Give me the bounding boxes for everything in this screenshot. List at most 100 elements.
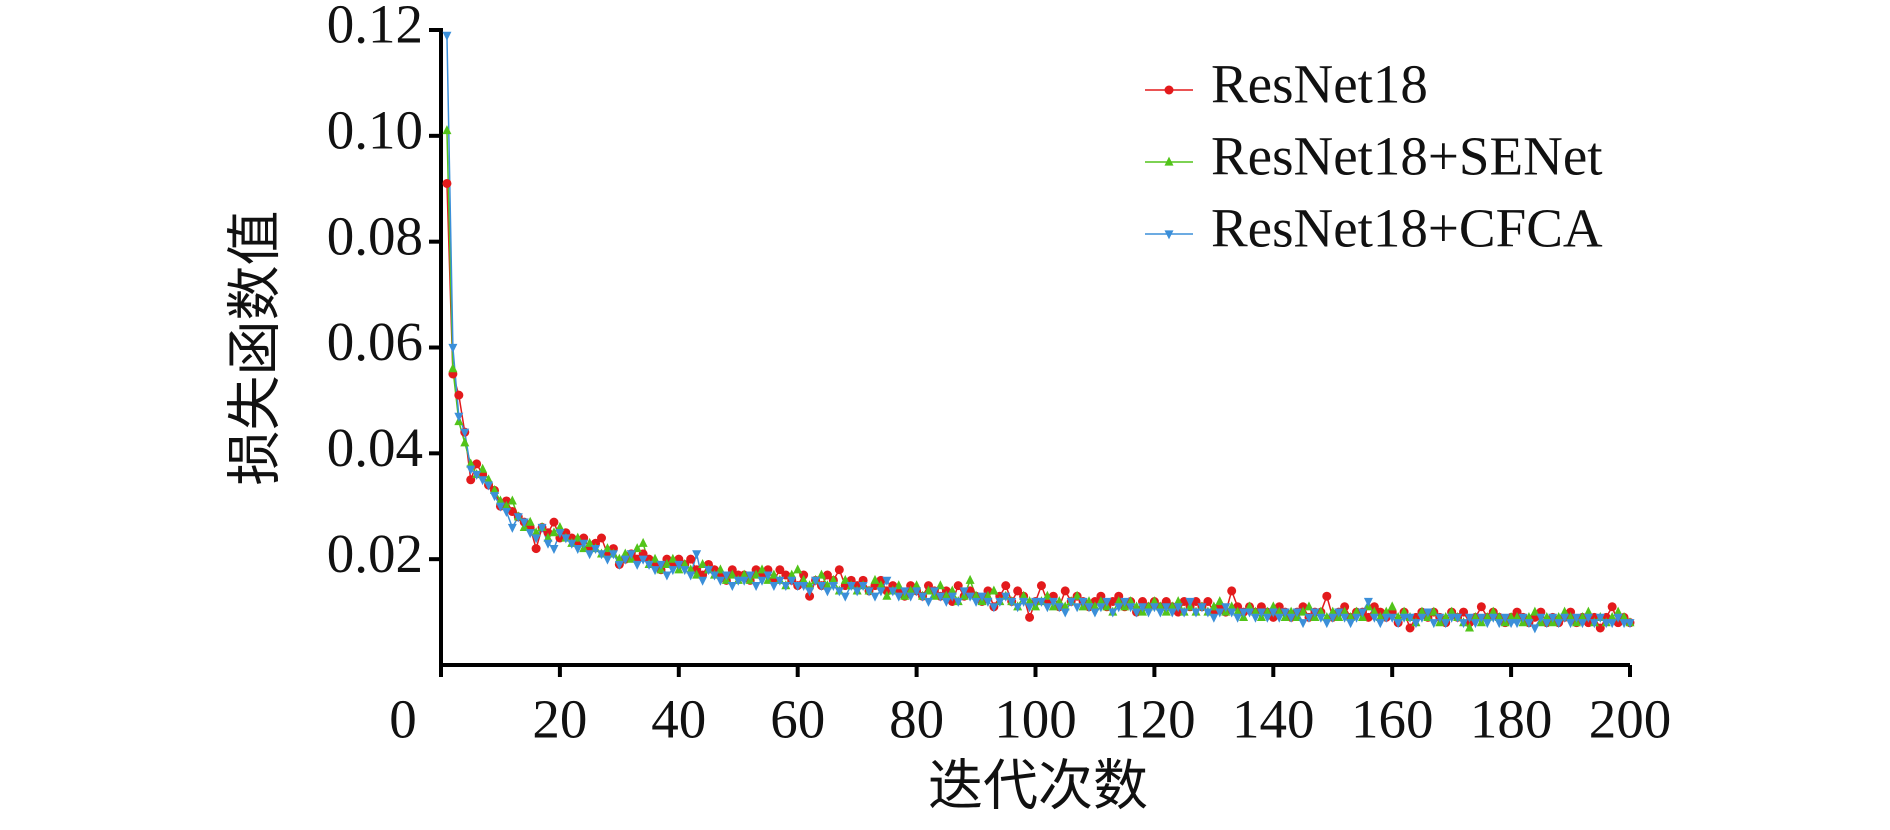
data-point (1607, 611, 1617, 621)
data-point (555, 529, 565, 539)
data-point (1304, 613, 1314, 623)
data-point (1470, 619, 1480, 629)
data-point (870, 592, 880, 602)
data-point (989, 585, 999, 595)
data-point (1084, 596, 1094, 606)
data-point (1619, 611, 1629, 621)
data-point (1054, 603, 1064, 613)
data-point (1560, 606, 1570, 616)
x-tick-label: 180 (1470, 689, 1553, 750)
data-point (501, 507, 511, 517)
data-point (460, 428, 470, 438)
data-point (1239, 608, 1249, 618)
data-point (799, 582, 809, 592)
data-point (573, 532, 583, 542)
data-point (1322, 591, 1332, 601)
data-point (1102, 597, 1112, 607)
data-point (531, 534, 541, 544)
data-point (828, 574, 838, 584)
data-point (912, 580, 922, 590)
data-point (1488, 613, 1498, 623)
y-axis-title: 损失函数值 (225, 210, 286, 485)
data-point (1167, 601, 1177, 611)
data-point (1013, 586, 1023, 596)
data-point (585, 537, 595, 547)
data-point (1352, 606, 1362, 616)
data-point (478, 476, 488, 486)
legend-text: ResNet18 (1211, 54, 1428, 115)
data-point (543, 532, 553, 542)
data-point (941, 597, 951, 607)
y-tick-label: 0.12 (327, 0, 423, 55)
y-tick-label: 0.02 (327, 523, 423, 584)
data-point (1274, 613, 1284, 623)
data-point (894, 580, 904, 590)
data-point (1132, 601, 1142, 611)
data-point (1453, 613, 1463, 623)
data-point (1405, 613, 1415, 623)
data-point (1566, 611, 1576, 621)
data-point (1096, 596, 1106, 606)
data-point (1441, 619, 1451, 629)
data-point (525, 529, 535, 539)
data-point (549, 527, 559, 537)
data-point (495, 502, 505, 512)
data-point (1381, 613, 1391, 623)
data-point (531, 544, 541, 554)
data-point (864, 587, 874, 597)
data-point (484, 474, 494, 484)
data-point (977, 592, 987, 602)
data-point (1078, 597, 1088, 607)
data-point (757, 564, 767, 574)
data-point (858, 582, 868, 592)
data-point (1595, 613, 1605, 623)
data-point (870, 574, 880, 584)
data-point (644, 560, 654, 570)
data-point (466, 458, 476, 468)
data-point (1250, 606, 1260, 616)
data-point (1096, 603, 1106, 613)
data-point (1482, 619, 1492, 629)
data-point (1411, 619, 1421, 629)
data-point (811, 576, 821, 586)
data-point (519, 518, 529, 528)
data-point (656, 560, 666, 570)
data-point (965, 574, 975, 584)
data-point (739, 569, 749, 579)
data-point (1286, 613, 1296, 623)
data-point (971, 597, 981, 607)
x-tick-label: 60 (770, 689, 825, 750)
data-point (1494, 619, 1504, 629)
data-point (1143, 608, 1153, 618)
data-point (692, 550, 702, 560)
data-point (793, 582, 803, 592)
data-point (591, 544, 601, 554)
data-point (882, 576, 892, 586)
data-point (1298, 619, 1308, 629)
x-tick-label: 0 (389, 689, 417, 750)
data-point (816, 582, 826, 592)
data-point (1423, 608, 1433, 618)
data-point (501, 500, 511, 510)
data-point (1548, 613, 1558, 623)
data-point (1274, 606, 1284, 616)
data-point (721, 571, 731, 581)
x-axis-title: 迭代次数 (928, 756, 1148, 817)
data-point (1464, 613, 1474, 623)
x-tick-label: 200 (1589, 689, 1672, 750)
data-point (900, 587, 910, 597)
data-point (537, 523, 547, 533)
data-point (1256, 608, 1266, 618)
data-point (1031, 597, 1040, 607)
data-point (1072, 590, 1082, 600)
data-point (1399, 613, 1409, 623)
data-point (1262, 606, 1272, 616)
data-point (597, 550, 607, 560)
data-point (1488, 606, 1498, 616)
data-point (1126, 596, 1136, 606)
data-point (1286, 606, 1296, 616)
data-point (1161, 603, 1171, 613)
data-point (1155, 608, 1165, 618)
data-point (1132, 608, 1142, 618)
data-point (680, 566, 690, 576)
